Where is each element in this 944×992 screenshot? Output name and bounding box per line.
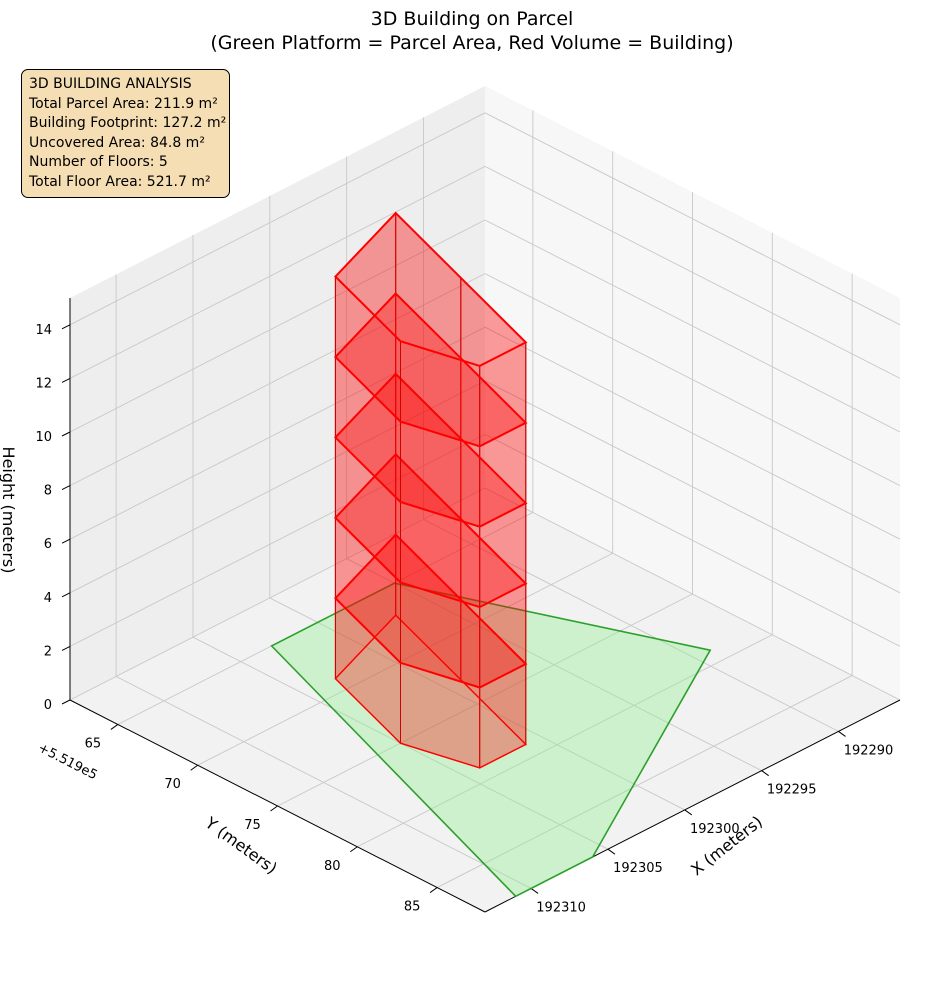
z-tick-label: 6 [44, 537, 52, 552]
z-tick-label: 2 [44, 644, 52, 659]
floor-base [334, 292, 527, 448]
x-tick [684, 809, 693, 816]
x-tick [530, 888, 539, 894]
chart-subtitle: (Green Platform = Parcel Area, Red Volum… [210, 32, 733, 54]
grid-line [484, 219, 901, 433]
y-tick-label: 85 [404, 900, 421, 915]
z-tick-label: 14 [35, 323, 52, 338]
floor-base [334, 372, 527, 528]
grid-line [484, 112, 901, 326]
z-tick [61, 699, 71, 705]
info-heading: 3D BUILDING ANALYSIS [29, 76, 192, 92]
z-tick [61, 645, 71, 651]
x-tick [607, 848, 616, 855]
z-axis-label: Height (meters) [0, 447, 18, 574]
z-tick-label: 8 [44, 484, 52, 499]
grid-line [436, 675, 853, 888]
y-tick [110, 724, 119, 730]
axis-ticks: 1922901922951923001923051923106570758085… [35, 323, 893, 916]
x-tick-label: 192295 [767, 783, 817, 798]
info-line: Building Footprint: 127.2 m² [29, 115, 227, 132]
grid-line [484, 380, 901, 594]
grid-line [357, 634, 773, 848]
x-tick [838, 731, 846, 737]
grid-line [69, 273, 486, 487]
z-tick [61, 377, 71, 383]
grid-line [484, 326, 901, 540]
x-tick-label: 192305 [613, 861, 663, 876]
z-tick [61, 592, 71, 598]
building-layer [334, 211, 528, 769]
floor-base [334, 533, 527, 689]
floor-base [334, 614, 527, 769]
z-tick-label: 4 [44, 591, 52, 606]
z-tick-label: 10 [35, 430, 52, 445]
x-tick-label: 192300 [690, 822, 740, 837]
x-tick [761, 770, 769, 777]
z-tick-label: 0 [44, 698, 52, 713]
z-tick [61, 324, 71, 330]
y-tick-label: 75 [244, 818, 261, 833]
parcel-layer [270, 582, 712, 898]
grid-line [197, 552, 613, 766]
y-tick-label: 65 [85, 736, 102, 751]
info-box: 3D BUILDING ANALYSIS Total Parcel Area: … [21, 69, 230, 198]
z-tick-label: 12 [35, 376, 52, 391]
grid-line [484, 487, 901, 701]
grid-line [484, 273, 901, 487]
parcel-polygon [270, 582, 712, 898]
y-tick [190, 764, 198, 771]
grid-line [484, 433, 901, 647]
grid-line [69, 326, 486, 540]
left-wall-pane [70, 86, 485, 700]
y-tick-label: 80 [324, 859, 341, 874]
y-tick [429, 887, 438, 893]
x-tick-label: 192290 [844, 743, 894, 758]
floor-base [334, 453, 527, 608]
y-axis-label: Y (meters) [201, 813, 281, 878]
info-line: Total Floor Area: 521.7 m² [29, 173, 211, 190]
grid-line [484, 165, 901, 379]
grid-line [277, 593, 693, 807]
building-floor [334, 452, 528, 689]
grid-line [69, 380, 486, 594]
grid-line [69, 219, 486, 433]
grid-line [69, 112, 486, 326]
grid-line [69, 165, 486, 379]
grid-line [69, 487, 486, 701]
z-tick [61, 485, 71, 491]
grid-lines [69, 110, 901, 889]
floor-top [334, 211, 528, 367]
building-floor [334, 292, 528, 528]
z-tick [61, 538, 71, 544]
y-tick [270, 805, 278, 812]
chart-title: 3D Building on Parcel [371, 8, 574, 30]
info-line: Number of Floors: 5 [29, 154, 168, 171]
building-floor [334, 211, 528, 448]
info-line: Total Parcel Area: 211.9 m² [29, 95, 218, 112]
info-line: Uncovered Area: 84.8 m² [29, 134, 205, 151]
x-tick-label: 192310 [536, 900, 586, 915]
grid-line [69, 433, 486, 647]
y-tick-label: 70 [164, 777, 181, 792]
y-tick [350, 846, 358, 853]
z-tick [61, 431, 71, 437]
